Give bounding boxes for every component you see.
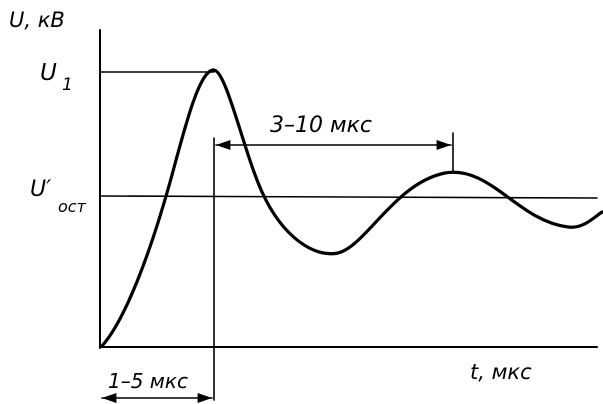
x-axis-label: t, мкс [470, 360, 532, 384]
peak-label-subscript: 1 [62, 75, 73, 95]
peak-label: U [40, 60, 57, 86]
residual-label: U′ [30, 177, 51, 202]
period-interval-label: 3–10 мкс [270, 113, 372, 138]
residual-level-line [99, 195, 598, 199]
y-axis-label: U, кВ [9, 8, 65, 32]
voltage-curve [100, 68, 603, 348]
residual-label-subscript: ост [58, 197, 87, 216]
rise-interval-label: 1–5 мкс [108, 369, 188, 393]
